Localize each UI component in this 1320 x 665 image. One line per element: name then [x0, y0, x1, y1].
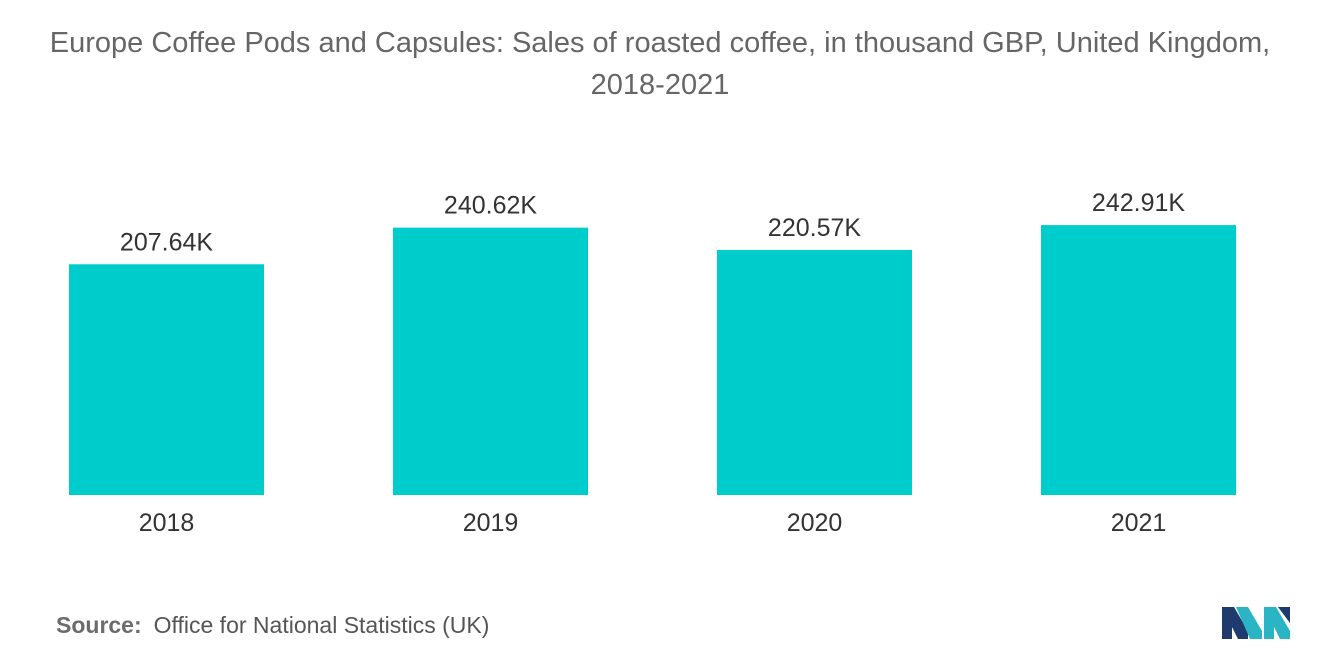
x-tick-2018: 2018	[139, 509, 195, 537]
bars-group: 207.64K 2018 240.62K 2019 220.57K 2020 242.91K…	[69, 189, 1236, 537]
x-tick-2021: 2021	[1111, 509, 1167, 537]
data-label-2020: 220.57K	[768, 214, 861, 242]
source-line: Source: Office for National Statistics (U…	[56, 612, 489, 639]
x-tick-2020: 2020	[787, 509, 843, 537]
data-label-2018: 207.64K	[120, 228, 213, 256]
bar-2019	[393, 227, 588, 495]
chart-title: Europe Coffee Pods and Capsules: Sales o…	[49, 27, 1271, 101]
mordor-intelligence-logo-icon	[1222, 607, 1290, 639]
bar-2021	[1041, 225, 1236, 495]
bar-2018	[69, 264, 264, 495]
source-label: Source:	[56, 612, 142, 638]
x-tick-2019: 2019	[463, 509, 519, 537]
bar-2020	[717, 249, 912, 495]
source-text: Office for National Statistics (UK)	[153, 612, 490, 638]
data-label-2019: 240.62K	[444, 192, 537, 220]
bar-chart: 207.64K 2018 240.62K 2019 220.57K 2020 242.91K…	[69, 189, 1236, 537]
data-label-2021: 242.91K	[1092, 189, 1185, 217]
